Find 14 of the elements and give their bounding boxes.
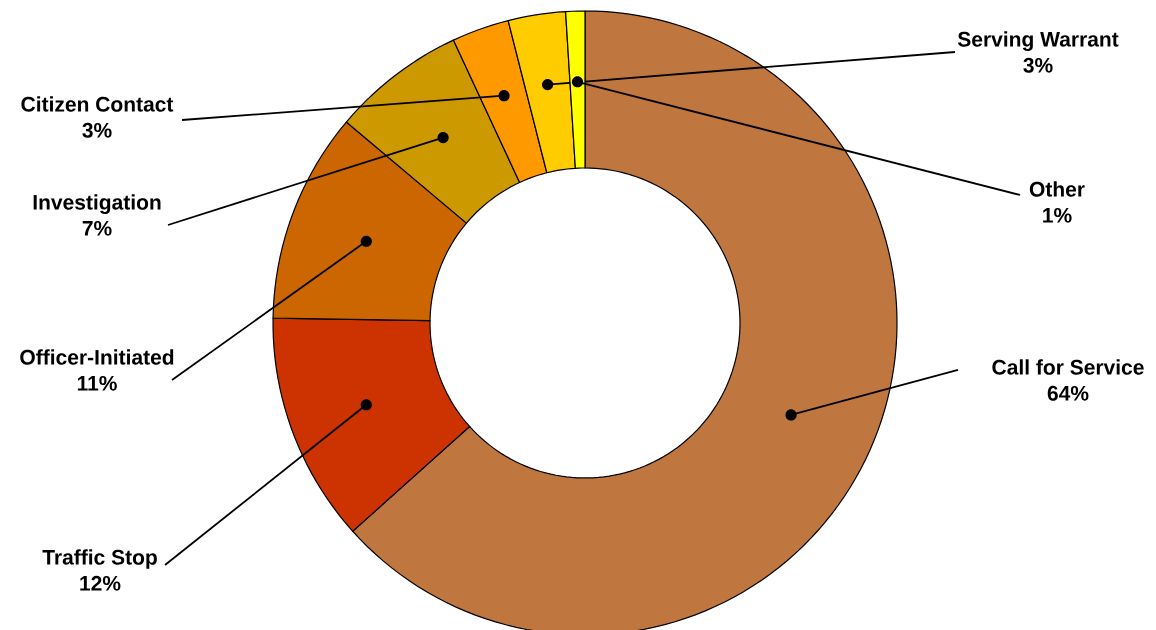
slice-label: Traffic Stop: [42, 549, 157, 569]
data-label: 1%: [1043, 207, 1072, 223]
data-label: 11%: [77, 375, 117, 391]
data-label: 7%: [82, 220, 112, 236]
data-label: 12%: [80, 575, 121, 591]
slice-label: Serving Warrant: [957, 31, 1119, 51]
slice-label: Investigation: [33, 194, 161, 214]
slice-label: Other: [1029, 181, 1085, 197]
data-label: 64%: [1047, 385, 1089, 401]
data-label: 3%: [82, 122, 112, 138]
slice-label: Citizen Contact: [21, 96, 174, 112]
slice-label: Officer-Initiated: [20, 349, 174, 365]
slice-label: Call for Service: [992, 359, 1144, 375]
data-label: 3%: [1023, 57, 1053, 73]
